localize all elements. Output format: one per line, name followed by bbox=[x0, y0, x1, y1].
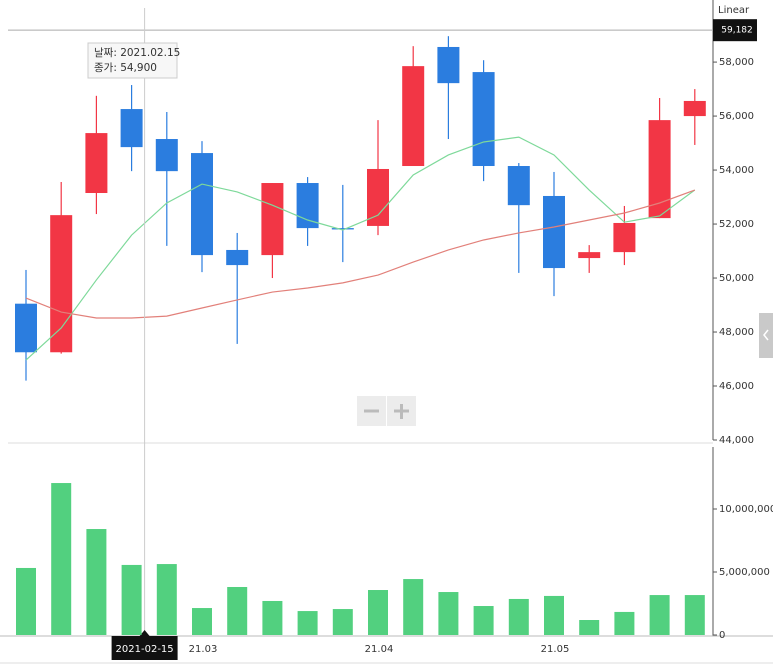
crosshair-price-box bbox=[713, 19, 757, 42]
candle-body bbox=[472, 72, 495, 167]
y-tick-label: 56,000 bbox=[719, 111, 754, 122]
tooltip-box bbox=[87, 42, 178, 79]
candle-body bbox=[543, 195, 565, 269]
volume-bar bbox=[227, 586, 248, 635]
x-tick-label: 21.03 bbox=[189, 644, 218, 655]
crosshair-price-label: 59,182 bbox=[721, 26, 753, 36]
candle-body bbox=[155, 139, 178, 172]
candle-body bbox=[50, 215, 73, 353]
y-tick-label: 10,000,000 bbox=[719, 504, 773, 515]
volume-bar bbox=[51, 483, 72, 635]
candle-body bbox=[331, 228, 354, 230]
y-tick-label: 54,000 bbox=[719, 165, 754, 176]
volume-bar bbox=[262, 600, 283, 635]
y-tick-label: 58,000 bbox=[719, 57, 754, 68]
crosshair-price-pointer bbox=[713, 25, 718, 36]
candle-body bbox=[261, 183, 284, 256]
volume-bar bbox=[86, 529, 107, 635]
volume-bar bbox=[579, 620, 600, 635]
candle-body bbox=[226, 249, 249, 266]
chevron-icon bbox=[763, 329, 769, 341]
candle-body bbox=[507, 166, 530, 206]
volume-bar bbox=[297, 611, 318, 635]
volume-bar bbox=[649, 595, 670, 635]
candle-body bbox=[15, 303, 37, 353]
candle-body bbox=[120, 109, 143, 148]
volume-bar bbox=[403, 579, 424, 635]
tooltip-text: 종가: 54,900 bbox=[94, 62, 157, 74]
x-tick-label: 21.04 bbox=[365, 644, 394, 655]
volume-bar bbox=[121, 564, 142, 635]
candle-body bbox=[296, 183, 319, 229]
tooltip-text: 날짜: 2021.02.15 bbox=[94, 47, 180, 59]
crosshair-date-pointer bbox=[139, 630, 150, 636]
candle-body bbox=[613, 222, 636, 253]
candle-body bbox=[191, 153, 213, 256]
candle-body bbox=[683, 100, 706, 117]
moving-average-line bbox=[25, 189, 696, 319]
volume-bar bbox=[508, 598, 529, 635]
y-tick-label: 50,000 bbox=[719, 273, 754, 284]
volume-bar bbox=[368, 590, 388, 635]
candle-body bbox=[402, 66, 425, 167]
side-panel-toggle[interactable] bbox=[759, 313, 773, 358]
scale-label: Linear bbox=[718, 5, 750, 16]
crosshair-date-box bbox=[111, 636, 178, 660]
volume-bar bbox=[156, 564, 177, 635]
candle-body bbox=[648, 120, 671, 219]
volume-bar bbox=[332, 609, 353, 635]
volume-bar bbox=[438, 592, 459, 635]
volume-bar bbox=[614, 611, 635, 635]
y-tick-label: 48,000 bbox=[719, 327, 754, 338]
volume-bar bbox=[192, 608, 212, 635]
y-tick-label: 44,000 bbox=[719, 435, 754, 446]
candle-body bbox=[437, 46, 460, 84]
moving-average-line bbox=[25, 136, 696, 361]
volume-bar bbox=[684, 595, 705, 635]
x-tick-label: 21.05 bbox=[541, 644, 570, 655]
y-tick-label: 46,000 bbox=[719, 381, 754, 392]
candle-body bbox=[367, 168, 389, 226]
zoom-controls[interactable] bbox=[357, 396, 416, 426]
volume-bar bbox=[16, 567, 36, 635]
crosshair-date-label: 2021-02-15 bbox=[116, 644, 174, 655]
y-tick-label: 5,000,000 bbox=[719, 567, 770, 578]
y-tick-label: 0 bbox=[719, 630, 725, 641]
volume-bar bbox=[544, 595, 564, 635]
candle-body bbox=[85, 133, 108, 194]
y-tick-label: 52,000 bbox=[719, 219, 754, 230]
volume-bar bbox=[473, 606, 494, 635]
candle-body bbox=[578, 252, 601, 259]
